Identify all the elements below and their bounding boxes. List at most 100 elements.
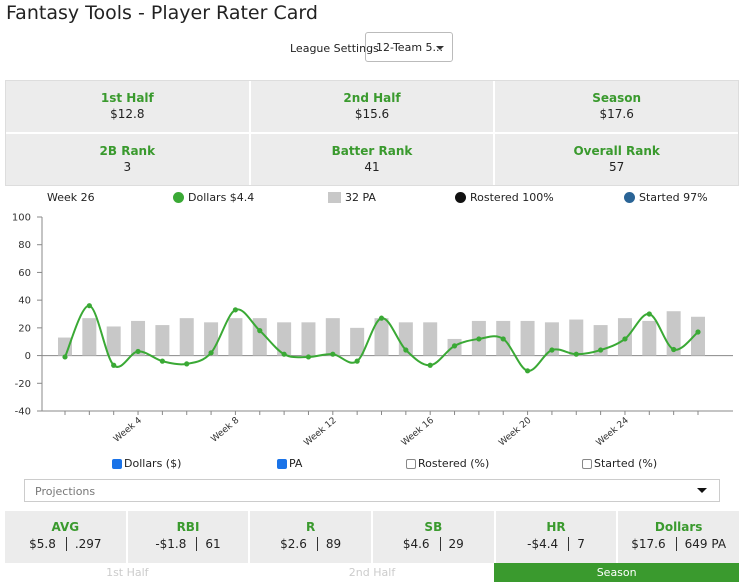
stat-row: $5.8 .297: [5, 537, 126, 551]
stat-dollars: $2.6: [280, 537, 318, 551]
stat-value: .297: [74, 537, 102, 551]
projections-select[interactable]: Projections: [24, 479, 720, 502]
stat-label: R: [306, 520, 316, 534]
bar: [569, 319, 584, 356]
stat-value: 61: [205, 537, 221, 551]
summary-grid: 1st Half $12.8 2nd Half $15.6 Season $17.6 2B …: [5, 80, 739, 186]
chart: -40 -20 0 20 40 60 80 100 Week 4 Week 8 Week 12 Wee…: [12, 213, 733, 449]
stat-cell: RBI -$1.8 61: [127, 511, 249, 563]
line-point: [281, 351, 287, 357]
toggle[interactable]: Rostered (%): [406, 457, 489, 470]
line-point: [330, 351, 336, 357]
line-point: [500, 336, 506, 342]
toggle-label: Rostered (%): [418, 457, 490, 470]
line-point: [598, 347, 604, 353]
bar: [155, 325, 170, 356]
stat-dollars: -$4.4: [527, 537, 570, 551]
bar: [179, 318, 194, 356]
line-point: [622, 336, 628, 342]
line-point: [646, 311, 652, 317]
line-point: [159, 358, 165, 364]
summary-cell: 2nd Half $15.6: [250, 81, 494, 132]
summary-cell: 2B Rank 3: [6, 134, 249, 185]
bar: [325, 318, 340, 356]
line-point: [354, 358, 360, 364]
stats-grid: AVG $5.8 .297 RBI -$1.8 61 R $2.6 89 SB $4.6 29 HR -$…: [5, 511, 739, 563]
line-point: [695, 329, 701, 335]
line-point: [184, 361, 190, 367]
stat-dollars: $5.8: [29, 537, 67, 551]
checkbox[interactable]: [406, 458, 416, 469]
summary-label: Batter Rank: [331, 144, 413, 158]
toggle[interactable]: Started (%): [582, 457, 657, 470]
stat-row: -$1.8 61: [128, 537, 249, 551]
tab[interactable]: 1st Half: [106, 566, 149, 579]
stat-dollars: $4.6: [403, 537, 441, 551]
line-point: [135, 348, 141, 355]
summary-label: 1st Half: [100, 91, 154, 105]
stat-value: 649 PA: [684, 537, 727, 551]
x-tick-label: Week 12: [302, 416, 338, 449]
tab[interactable]: 2nd Half: [348, 566, 396, 579]
bar: [131, 320, 146, 356]
summary-label: Overall Rank: [573, 144, 660, 158]
legend-text: Started 97%: [639, 191, 708, 204]
summary-label: 2B Rank: [99, 144, 156, 158]
y-tick-label: 40: [18, 296, 31, 307]
line-point: [476, 336, 482, 342]
legend-swatch: [455, 192, 466, 203]
toggle[interactable]: PA: [277, 457, 302, 470]
line-point: [378, 315, 385, 321]
line-point: [111, 362, 117, 368]
stat-row: $2.6 89: [250, 537, 371, 551]
legend-swatch: [328, 192, 341, 203]
bar: [666, 311, 681, 356]
stat-label: Dollars: [654, 520, 703, 534]
stat-cell: HR -$4.4 7: [495, 511, 617, 563]
line-point: [403, 347, 409, 353]
line-point: [549, 347, 555, 353]
legend-rostered: Rostered 100%: [455, 191, 554, 204]
summary-cell: Overall Rank 57: [495, 134, 738, 185]
summary-label: 2nd Half: [343, 91, 401, 105]
league-select[interactable]: 12-Team 5...: [365, 32, 453, 62]
line-point: [451, 343, 458, 349]
checkbox[interactable]: [277, 458, 287, 469]
stat-label: SB: [424, 520, 443, 534]
bar: [58, 337, 72, 356]
checkbox[interactable]: [112, 458, 122, 469]
stat-cell: AVG $5.8 .297: [5, 511, 126, 563]
line-point: [427, 362, 433, 368]
stat-cell: R $2.6 89: [250, 511, 371, 563]
summary-value: 3: [123, 160, 132, 174]
legend-pa: 32 PA: [328, 191, 376, 204]
summary-value: $12.8: [110, 107, 145, 121]
summary-cell: Batter Rank 41: [250, 134, 494, 185]
tab[interactable]: Season: [494, 563, 739, 582]
stat-label: HR: [546, 520, 566, 534]
stat-value: 89: [325, 537, 342, 551]
summary-value: $17.6: [599, 107, 634, 121]
summary-label: Season: [592, 91, 642, 105]
stat-cell: SB $4.6 29: [372, 511, 494, 563]
legend-text: Week 26: [47, 191, 95, 204]
legend-swatch: [173, 192, 184, 203]
y-tick-label: 20: [18, 323, 31, 334]
y-tick-label: 0: [25, 351, 31, 362]
x-tick-label: Week 16: [400, 415, 436, 448]
bar: [82, 318, 97, 356]
stat-value: 29: [448, 537, 464, 551]
legend-swatch: [624, 192, 635, 203]
summary-cell: Season $17.6: [495, 81, 738, 132]
stat-row: $4.6 29: [373, 537, 494, 551]
bar: [544, 322, 559, 356]
line-point: [208, 350, 214, 356]
toggle[interactable]: Dollars ($): [112, 457, 181, 470]
checkbox[interactable]: [582, 458, 592, 469]
y-tick-label: 60: [18, 268, 31, 279]
summary-cell: 1st Half $12.8: [6, 81, 249, 132]
stat-dollars: -$1.8: [155, 537, 198, 551]
x-tick-label: Week 4: [112, 415, 144, 444]
y-tick-label: 80: [18, 240, 31, 251]
